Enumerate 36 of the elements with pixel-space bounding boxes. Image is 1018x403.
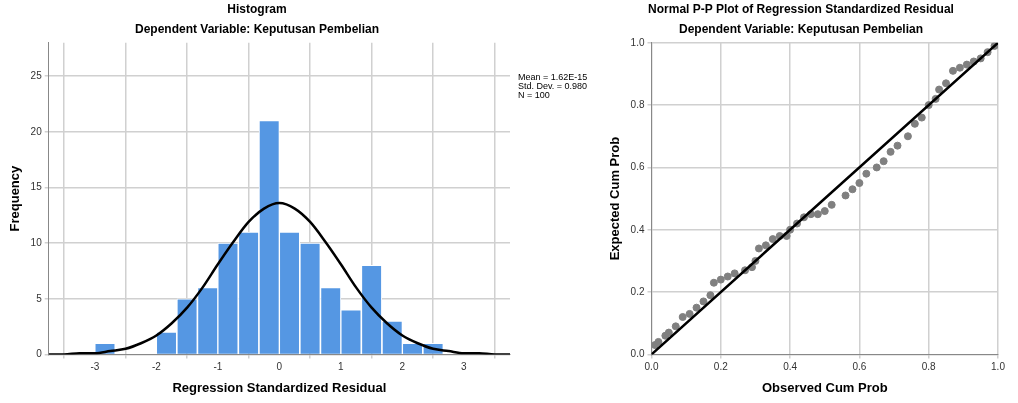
y-tick-label: 0.4 — [630, 223, 645, 235]
y-tick-label: 25 — [30, 69, 43, 81]
y-tick-label: 0.0 — [630, 348, 645, 360]
x-tick-label: 1 — [338, 361, 345, 373]
x-tick-label: 0.0 — [644, 361, 659, 373]
chart-title: Normal P-P Plot of Regression Standardized Residual — [648, 1, 954, 16]
x-tick-label: 1.0 — [991, 361, 1006, 373]
chart-subtitle: Dependent Variable: Keputusan Pembelian — [134, 21, 380, 36]
text: Mean = 1.62E-15 — [518, 71, 588, 82]
y-tick-label: 0.2 — [630, 285, 645, 297]
y-axis-title: Frequency — [7, 164, 23, 232]
text: N = 100 — [518, 89, 550, 100]
x-axis-title: Regression Standardized Residual — [172, 379, 387, 395]
y-tick-label: 0.8 — [630, 98, 645, 110]
y-tick-label: 5 — [36, 292, 43, 304]
x-axis-title: Observed Cum Prob — [761, 379, 888, 395]
text: Std. Dev. = 0.980 — [518, 80, 588, 91]
x-tick-label: 3 — [461, 361, 468, 373]
x-tick-label: 0.6 — [852, 361, 867, 373]
y-tick-label: 0 — [36, 348, 43, 360]
x-tick-label: -2 — [151, 361, 162, 373]
x-tick-label: 2 — [399, 361, 406, 373]
y-tick-label: 20 — [30, 125, 43, 137]
x-tick-label: 0 — [276, 361, 283, 373]
x-tick-label: 0.8 — [921, 361, 937, 373]
y-tick-label: 10 — [30, 236, 43, 248]
x-tick-label: 0.2 — [713, 361, 729, 373]
y-axis-title: Expected Cum Prob — [607, 136, 623, 261]
x-tick-label: 0.4 — [783, 361, 798, 373]
chart-title: Histogram — [227, 1, 287, 16]
y-tick-label: 15 — [30, 181, 43, 193]
y-tick-label: 0.6 — [630, 161, 645, 173]
x-tick-label: -1 — [213, 361, 223, 373]
y-tick-label: 1.0 — [630, 36, 645, 48]
chart-subtitle: Dependent Variable: Keputusan Pembelian — [678, 21, 924, 36]
x-tick-label: -3 — [90, 361, 100, 373]
